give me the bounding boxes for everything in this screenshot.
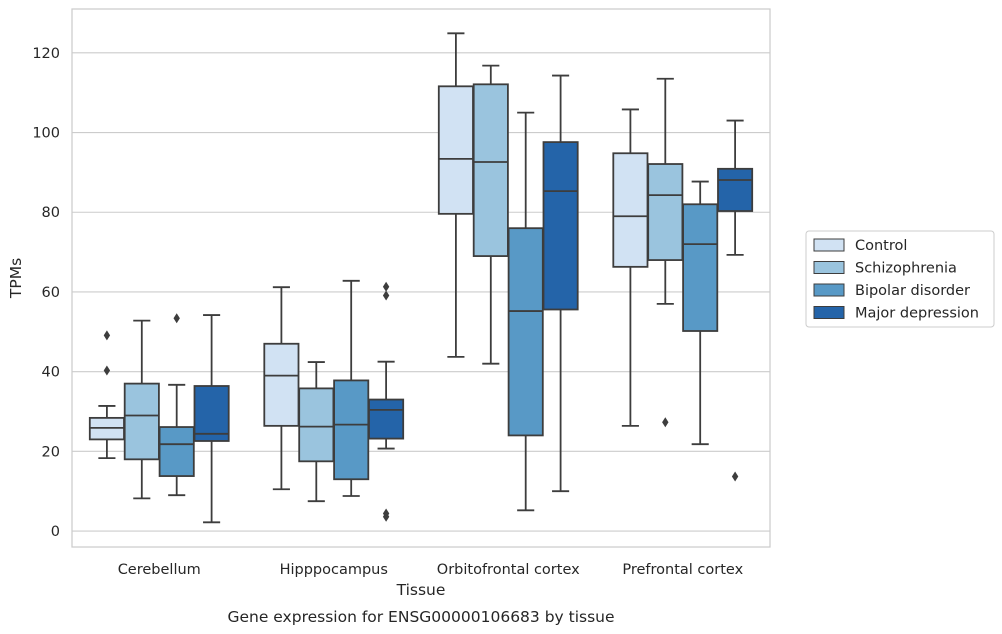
legend-swatch <box>813 238 845 252</box>
box-iqr <box>158 426 195 477</box>
box-iqr <box>437 85 474 215</box>
box-iqr <box>647 163 684 261</box>
legend-swatch <box>813 261 845 274</box>
outlier-point <box>731 471 739 482</box>
outlier-point <box>103 330 111 341</box>
box-iqr <box>368 398 405 440</box>
box-bipolar-disorder <box>507 111 544 512</box>
x-axis-label: Tissue <box>396 581 446 599</box>
box-control <box>437 32 474 358</box>
legend: Control Schizophrenia Bipolar disorder Majo… <box>805 230 995 328</box>
outlier-point <box>382 281 390 292</box>
outlier-point <box>382 290 390 301</box>
box-major-depression <box>368 281 405 522</box>
legend-label: Bipolar disorder <box>855 283 970 299</box>
box-bipolar-disorder <box>158 313 195 497</box>
box-iqr <box>472 83 509 257</box>
y-tick-label: 20 <box>42 444 60 460</box>
legend-frame <box>805 230 995 328</box>
legend-swatch <box>813 306 845 319</box>
box-iqr <box>717 167 754 212</box>
outlier-point <box>662 417 669 428</box>
box-bipolar-disorder <box>333 279 370 497</box>
y-tick-label: 80 <box>42 205 60 221</box>
y-tick-label: 60 <box>42 285 60 301</box>
box-major-depression <box>542 74 579 493</box>
box-schizophrenia <box>123 319 160 500</box>
outlier-point <box>103 365 111 376</box>
box-iqr <box>682 203 719 332</box>
box-schizophrenia <box>472 64 509 365</box>
y-tick-labels: 0 20 40 60 80 100 120 <box>32 46 60 540</box>
legend-label: Schizophrenia <box>855 261 957 277</box>
box-iqr <box>507 227 544 437</box>
box-control <box>263 286 300 491</box>
outlier-point <box>173 313 180 324</box>
y-tick-label: 120 <box>32 46 60 62</box>
legend-label: Major depression <box>855 306 979 322</box>
box-major-depression <box>193 314 230 524</box>
x-tick-labels: Cerebellum Hipppocampus Orbitofrontal cort… <box>118 562 744 578</box>
box-iqr <box>193 385 230 442</box>
box-iqr <box>123 382 160 461</box>
y-axis-label: TPMs <box>7 258 25 299</box>
y-tick-label: 0 <box>51 524 60 540</box>
box-iqr <box>542 141 579 311</box>
boxes-layer <box>88 32 754 524</box>
box-major-depression <box>717 119 754 482</box>
box-iqr <box>612 152 649 268</box>
x-tick-label: Orbitofrontal cortex <box>437 562 580 578</box>
y-tick-label: 40 <box>42 365 60 381</box>
box-iqr <box>263 342 300 427</box>
box-bipolar-disorder <box>682 180 719 446</box>
box-iqr <box>298 387 335 463</box>
box-iqr <box>333 379 370 481</box>
y-tick-label: 100 <box>32 126 60 142</box>
x-tick-label: Hipppocampus <box>280 562 388 578</box>
outlier-point <box>382 511 390 522</box>
plot-frame <box>71 8 771 548</box>
x-tick-label: Cerebellum <box>118 562 201 578</box>
box-control <box>88 330 125 460</box>
box-control <box>612 108 649 427</box>
x-tick-label: Prefrontal cortex <box>622 562 743 578</box>
legend-label: Control <box>855 238 907 254</box>
legend-swatch <box>813 283 845 297</box>
chart-caption: Gene expression for ENSG00000106683 by t… <box>227 608 614 626</box>
